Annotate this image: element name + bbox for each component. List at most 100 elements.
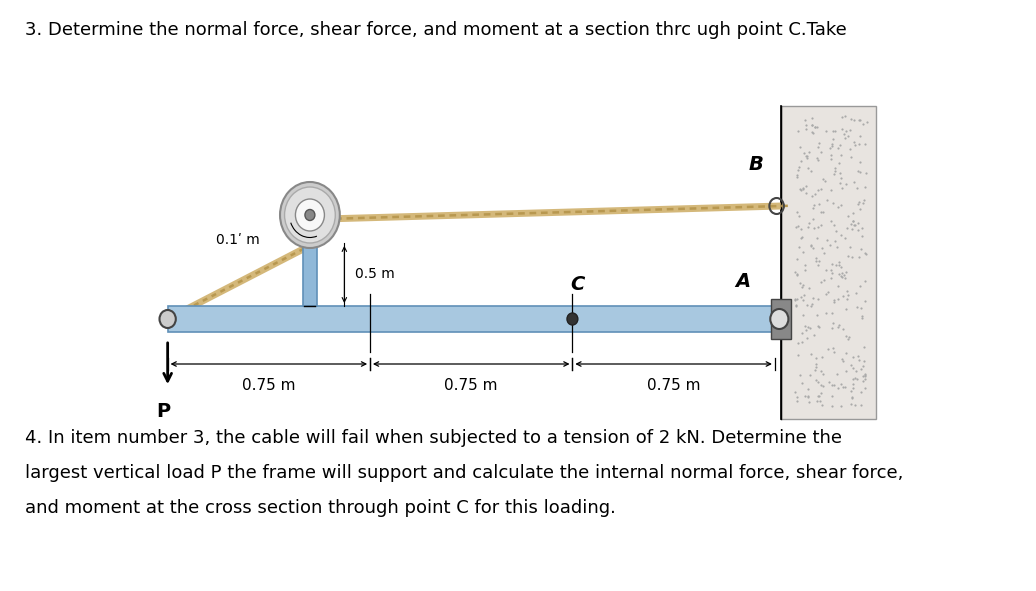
Point	[799, 152, 815, 161]
Point	[845, 216, 862, 226]
Point	[853, 303, 869, 313]
Point	[789, 221, 806, 230]
Point	[807, 122, 824, 132]
Point	[810, 142, 827, 151]
Point	[802, 371, 818, 380]
Point	[851, 115, 867, 125]
Point	[836, 129, 853, 138]
Point	[801, 398, 817, 407]
Point	[810, 155, 827, 165]
Point	[852, 115, 868, 125]
Point	[834, 354, 851, 363]
Point	[851, 355, 867, 364]
Point	[788, 396, 805, 405]
Point	[808, 360, 825, 369]
Point	[844, 383, 861, 392]
Point	[804, 120, 821, 129]
Point	[842, 387, 859, 396]
Point	[826, 169, 842, 178]
Point	[800, 391, 816, 400]
Text: 0.5 m: 0.5 m	[355, 268, 395, 281]
Point	[798, 120, 814, 129]
Point	[795, 247, 811, 256]
Point	[792, 211, 808, 220]
Point	[826, 381, 842, 390]
Point	[816, 275, 833, 284]
Point	[825, 139, 841, 148]
Point	[796, 280, 812, 290]
Point	[850, 225, 866, 235]
Point	[823, 273, 839, 282]
Point	[857, 276, 873, 285]
Point	[827, 163, 843, 173]
Text: 0.75 m: 0.75 m	[646, 378, 700, 393]
Point	[833, 262, 850, 272]
Point	[851, 139, 867, 148]
Point	[844, 392, 861, 402]
Point	[816, 248, 833, 258]
Point	[787, 301, 804, 311]
Bar	[771, 299, 792, 339]
Text: A: A	[736, 272, 751, 291]
Point	[840, 332, 857, 341]
Point	[824, 308, 840, 317]
Point	[825, 319, 841, 328]
Point	[842, 152, 859, 162]
Point	[833, 183, 850, 193]
Point	[798, 151, 814, 160]
Point	[832, 168, 848, 177]
Point	[830, 322, 846, 332]
Point	[824, 380, 840, 389]
Point	[837, 267, 854, 277]
Point	[841, 144, 858, 154]
Point	[817, 265, 834, 275]
Point	[808, 154, 825, 163]
Point	[837, 348, 854, 358]
Point	[796, 291, 812, 300]
Point	[842, 114, 859, 124]
Point	[798, 188, 814, 197]
Point	[856, 370, 872, 379]
Bar	[168, 306, 775, 332]
Point	[808, 233, 825, 243]
Point	[824, 323, 840, 333]
Point	[805, 243, 822, 253]
Point	[855, 119, 871, 128]
Circle shape	[280, 182, 340, 248]
Point	[811, 391, 828, 401]
Point	[857, 139, 873, 149]
Point	[832, 200, 848, 210]
Point	[855, 361, 871, 371]
Point	[793, 185, 809, 194]
Point	[847, 373, 864, 382]
Point	[839, 223, 856, 233]
Point	[795, 311, 811, 320]
Point	[823, 265, 839, 275]
Circle shape	[285, 187, 336, 243]
Point	[789, 126, 806, 135]
Point	[806, 223, 823, 233]
Point	[804, 120, 821, 129]
Point	[792, 184, 808, 194]
Point	[797, 265, 813, 275]
Point	[827, 166, 843, 176]
Point	[787, 294, 804, 304]
Point	[838, 126, 855, 135]
Point	[813, 243, 830, 253]
Point	[823, 186, 839, 195]
Point	[825, 198, 841, 207]
Point	[845, 177, 862, 186]
Point	[824, 401, 840, 410]
Point	[830, 384, 846, 393]
Point	[787, 296, 804, 305]
Point	[807, 362, 824, 372]
Point	[806, 200, 823, 210]
Point	[797, 392, 813, 401]
Text: C: C	[570, 275, 584, 294]
Point	[838, 332, 855, 341]
Point	[807, 256, 824, 266]
Point	[847, 140, 864, 150]
Point	[834, 272, 851, 282]
Point	[794, 329, 810, 338]
Point	[854, 223, 870, 233]
